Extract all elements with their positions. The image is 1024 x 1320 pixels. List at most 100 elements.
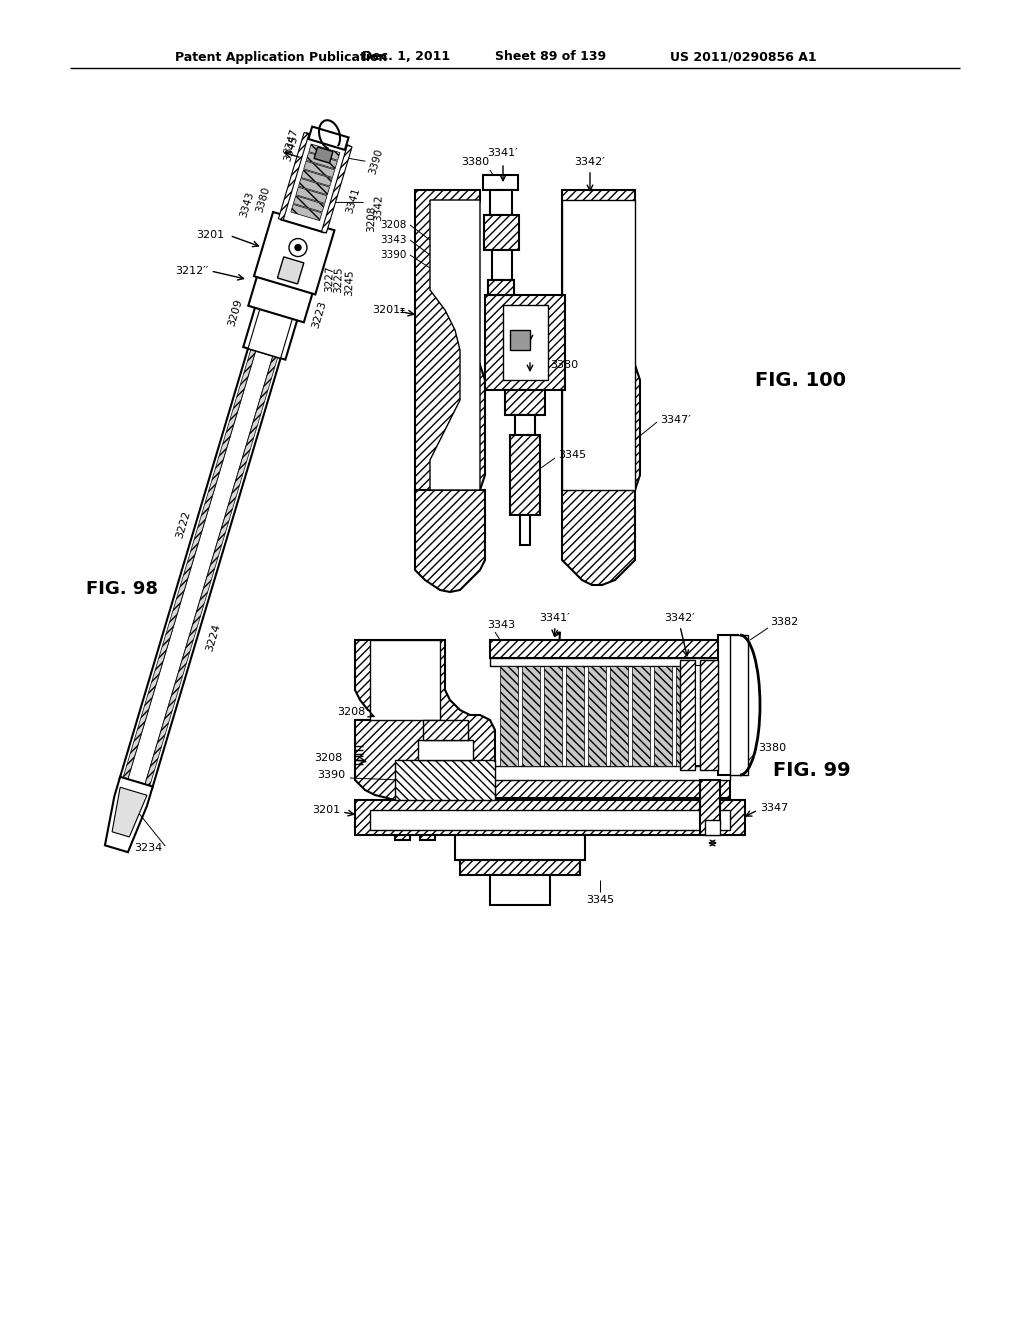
Text: 3223: 3223 <box>311 300 329 330</box>
Text: 3208: 3208 <box>337 708 365 717</box>
Text: Sheet 89 of 139: Sheet 89 of 139 <box>495 50 606 63</box>
Bar <box>355 800 745 836</box>
Text: US 2011/0290856 A1: US 2011/0290856 A1 <box>670 50 816 63</box>
Bar <box>680 660 695 770</box>
Text: 3380: 3380 <box>758 743 786 752</box>
Bar <box>505 389 545 414</box>
Text: Patent Application Publication: Patent Application Publication <box>175 50 387 63</box>
Text: 3345: 3345 <box>283 135 300 162</box>
Bar <box>566 667 584 766</box>
Text: 3201: 3201 <box>312 805 340 814</box>
Polygon shape <box>355 640 495 840</box>
Polygon shape <box>299 178 330 195</box>
Text: 3209: 3209 <box>227 297 245 327</box>
Text: 3380: 3380 <box>255 186 271 214</box>
Bar <box>423 719 468 741</box>
Bar <box>700 780 720 836</box>
Text: 3201: 3201 <box>197 231 224 240</box>
Bar <box>490 766 730 780</box>
Polygon shape <box>278 257 304 284</box>
Polygon shape <box>120 346 282 788</box>
Polygon shape <box>562 201 635 490</box>
Bar <box>484 215 519 249</box>
Bar <box>520 515 530 545</box>
Bar <box>730 635 748 775</box>
Bar <box>503 305 548 380</box>
Polygon shape <box>322 145 352 234</box>
Polygon shape <box>248 308 293 358</box>
Bar <box>370 810 730 830</box>
Bar <box>483 176 518 190</box>
Polygon shape <box>304 161 335 177</box>
Bar <box>544 667 562 766</box>
Bar <box>588 667 606 766</box>
Polygon shape <box>254 213 335 294</box>
Bar <box>695 665 700 766</box>
Text: 3390: 3390 <box>381 249 407 260</box>
Bar <box>460 861 580 875</box>
Bar <box>492 249 512 280</box>
Bar <box>676 667 694 766</box>
Bar <box>488 280 514 294</box>
Bar <box>490 875 550 906</box>
Polygon shape <box>562 190 640 525</box>
Bar <box>522 667 540 766</box>
Text: 3222: 3222 <box>174 510 191 540</box>
Text: 3224: 3224 <box>204 623 222 652</box>
Bar <box>455 836 585 861</box>
Polygon shape <box>562 490 635 585</box>
Text: 3380: 3380 <box>550 360 579 370</box>
Bar <box>485 294 565 389</box>
Polygon shape <box>308 127 348 150</box>
Bar <box>500 667 518 766</box>
Text: 3342: 3342 <box>373 194 384 220</box>
Text: 3382: 3382 <box>770 616 799 627</box>
Bar <box>705 820 720 836</box>
Bar <box>510 330 530 350</box>
Text: 3225: 3225 <box>334 267 344 293</box>
Bar <box>698 667 716 766</box>
Bar <box>395 760 495 800</box>
Text: 3343: 3343 <box>239 190 256 218</box>
Polygon shape <box>309 144 340 160</box>
Text: FIG. 99: FIG. 99 <box>773 760 851 780</box>
Bar <box>370 640 440 719</box>
Text: 3208: 3208 <box>381 220 407 230</box>
Text: 3347′: 3347′ <box>660 414 691 425</box>
Text: Dec. 1, 2011: Dec. 1, 2011 <box>362 50 451 63</box>
Polygon shape <box>415 190 485 525</box>
Text: 3212′′: 3212′′ <box>175 265 209 276</box>
Bar <box>490 780 730 799</box>
Text: 3341: 3341 <box>344 186 361 215</box>
Text: 3341′: 3341′ <box>487 148 518 158</box>
Polygon shape <box>279 132 309 220</box>
Text: 3343: 3343 <box>381 235 407 246</box>
Text: FIG. 100: FIG. 100 <box>755 371 846 389</box>
Polygon shape <box>291 205 322 220</box>
Text: 3245: 3245 <box>344 269 354 296</box>
Bar <box>654 667 672 766</box>
Polygon shape <box>296 187 327 203</box>
Bar <box>632 667 650 766</box>
Text: 3390: 3390 <box>368 148 385 176</box>
Bar <box>510 436 540 515</box>
Bar <box>490 190 512 215</box>
Bar <box>515 414 535 436</box>
Polygon shape <box>112 787 147 837</box>
Text: 3345: 3345 <box>558 450 586 459</box>
Text: 3345: 3345 <box>586 895 614 906</box>
Bar <box>610 667 628 766</box>
Polygon shape <box>244 306 298 359</box>
Polygon shape <box>301 170 332 186</box>
Bar <box>490 640 730 657</box>
Text: 3227: 3227 <box>325 265 335 292</box>
Polygon shape <box>430 201 480 490</box>
Text: 3208: 3208 <box>367 205 377 232</box>
Polygon shape <box>306 153 337 169</box>
Text: FIG. 98: FIG. 98 <box>86 579 158 598</box>
Text: 3342′: 3342′ <box>574 157 605 168</box>
Text: 3342′: 3342′ <box>665 612 695 623</box>
Polygon shape <box>248 275 313 322</box>
Bar <box>718 635 738 775</box>
Text: 3347: 3347 <box>760 803 788 813</box>
